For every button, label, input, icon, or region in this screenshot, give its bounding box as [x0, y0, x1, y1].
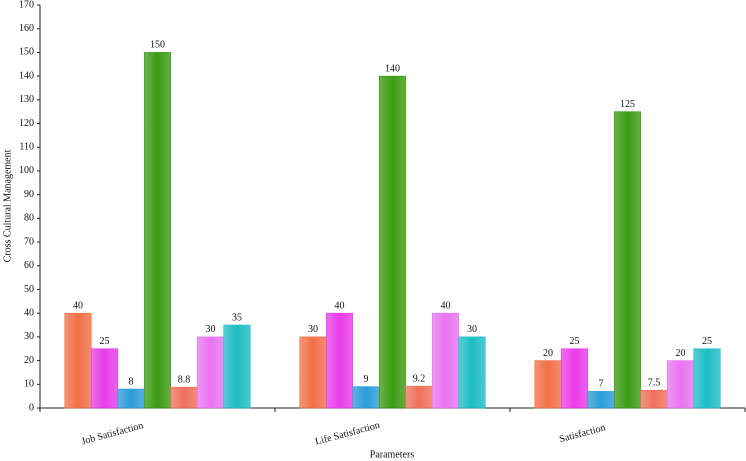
- data-label: 35: [232, 312, 242, 323]
- bar: [196, 336, 225, 409]
- bar: [352, 386, 380, 409]
- data-label: 9.2: [413, 373, 426, 384]
- y-tick-label: 90: [24, 189, 34, 200]
- bar: [325, 312, 354, 409]
- y-tick-label: 140: [19, 70, 34, 81]
- y-tick-label: 170: [19, 0, 34, 10]
- y-tick-label: 40: [24, 307, 34, 318]
- y-tick-label: 50: [24, 284, 34, 295]
- y-tick-label: 120: [19, 118, 34, 129]
- data-label: 20: [543, 348, 553, 359]
- y-tick-label: 70: [24, 236, 34, 247]
- data-label: 30: [467, 324, 477, 335]
- bar: [223, 324, 251, 409]
- y-tick-label: 60: [24, 260, 34, 271]
- bar: [378, 75, 407, 409]
- bar: [405, 385, 433, 409]
- data-label: 40: [335, 300, 345, 311]
- data-label: 8: [129, 376, 134, 387]
- x-axis-title: Parameters: [370, 449, 415, 460]
- y-tick-label: 100: [19, 165, 34, 176]
- bar: [117, 388, 145, 409]
- bar: [613, 111, 642, 409]
- bar: [458, 336, 486, 409]
- bar: [587, 391, 615, 409]
- y-tick-label: 0: [29, 402, 34, 413]
- bar: [170, 386, 198, 409]
- data-label: 20: [676, 348, 686, 359]
- x-tick-label: Satisfaction: [558, 422, 606, 445]
- y-tick-label: 30: [24, 331, 34, 342]
- bar: [431, 312, 460, 409]
- data-label: 140: [385, 63, 400, 74]
- bar: [560, 348, 589, 409]
- data-label: 30: [308, 324, 318, 335]
- x-tick-label: Job Satisfaction: [80, 420, 144, 447]
- data-label: 8.8: [178, 374, 191, 385]
- x-tick-label: Life Satisfaction: [314, 420, 381, 448]
- y-tick-label: 110: [19, 142, 34, 153]
- data-label: 40: [441, 300, 451, 311]
- data-label: 9: [364, 374, 369, 385]
- bar: [90, 348, 119, 409]
- data-label: 30: [206, 324, 216, 335]
- y-tick-label: 20: [24, 355, 34, 366]
- y-tick-label: 130: [19, 94, 34, 105]
- bar: [534, 360, 562, 409]
- data-label: 150: [150, 40, 165, 51]
- bar: [299, 336, 327, 409]
- data-label: 125: [620, 99, 635, 110]
- y-tick-label: 10: [24, 379, 34, 390]
- bar: [64, 312, 92, 409]
- data-label: 7.5: [648, 378, 661, 389]
- y-tick-label: 80: [24, 213, 34, 224]
- data-label: 40: [73, 300, 83, 311]
- data-label: 25: [570, 336, 580, 347]
- y-tick-label: 150: [19, 47, 34, 58]
- y-axis-title: Cross Cultural Management: [2, 149, 13, 262]
- bar: [143, 52, 172, 409]
- bar: [666, 360, 695, 409]
- bar: [640, 389, 668, 409]
- data-label: 25: [702, 336, 712, 347]
- y-tick-label: 160: [19, 23, 34, 34]
- data-label: 25: [100, 336, 110, 347]
- data-label: 7: [599, 379, 604, 390]
- bar: [693, 348, 721, 409]
